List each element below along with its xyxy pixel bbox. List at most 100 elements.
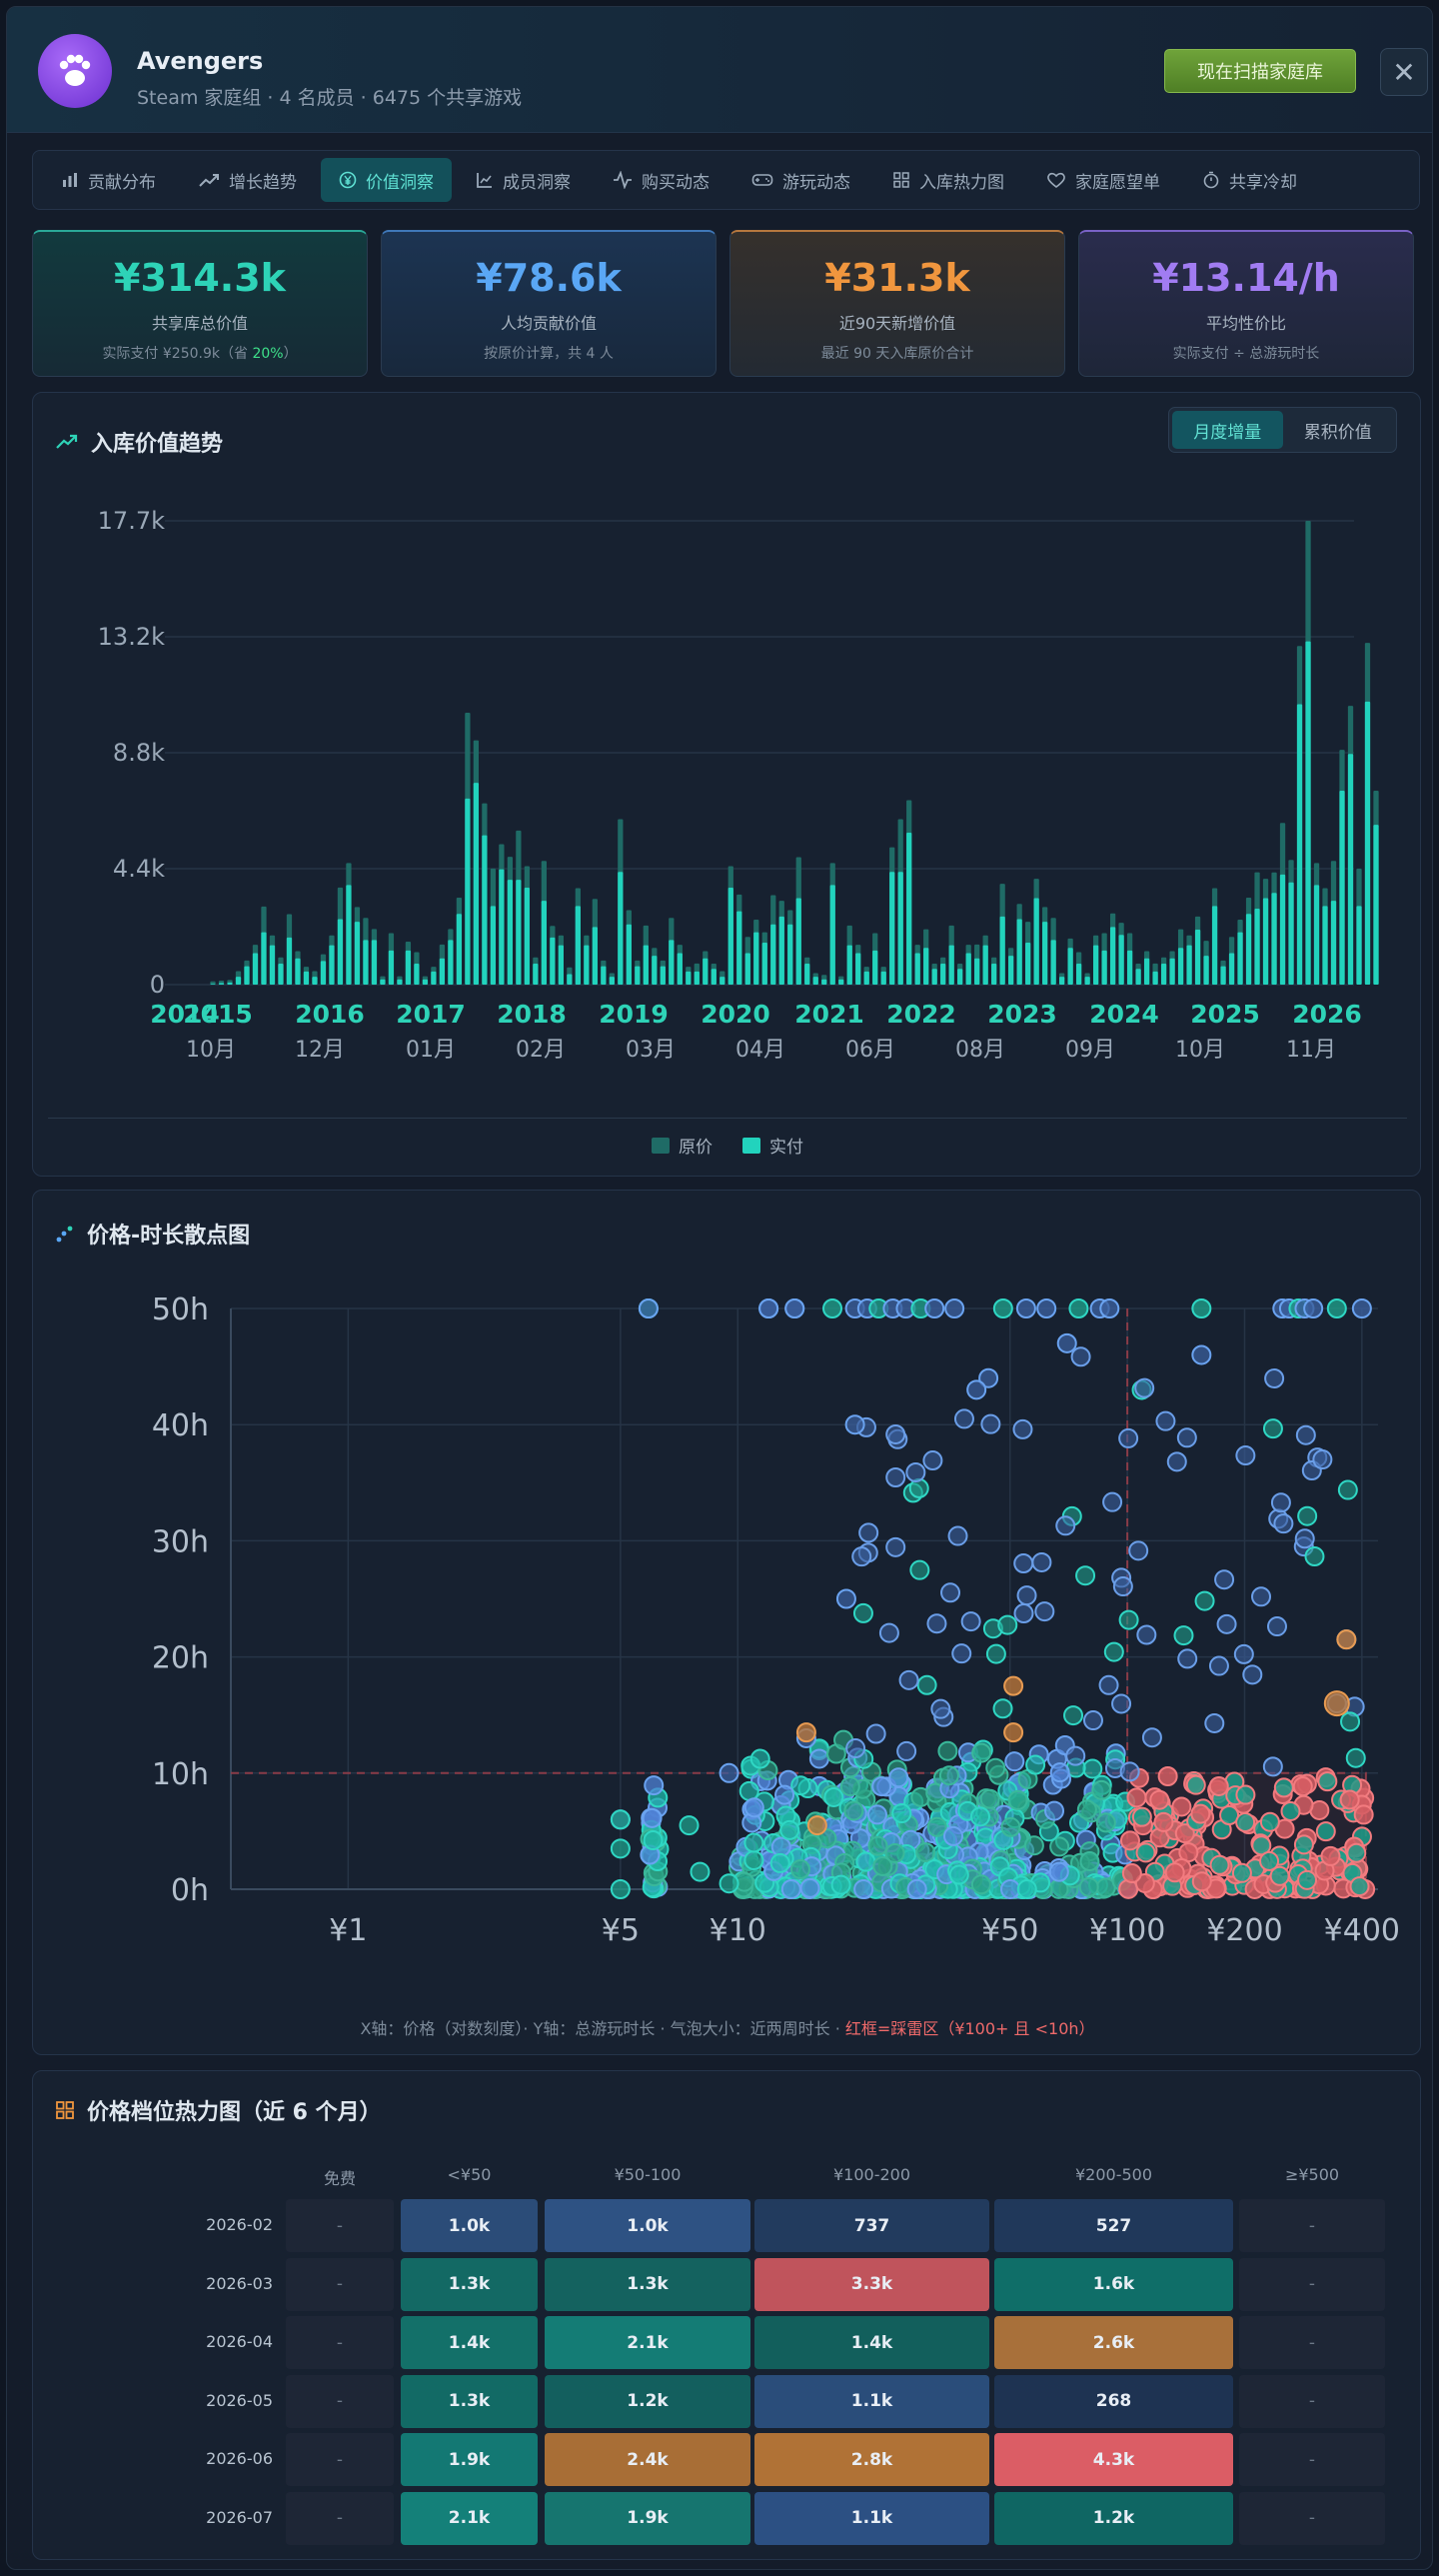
scatter-point [867,1835,888,1856]
heatmap-column-header: ¥50-100 [614,2165,682,2184]
scatter-point [985,1757,1006,1778]
x-year-label: 2016 [295,1000,365,1029]
bar-paid [371,940,378,985]
x-year-label: 2022 [886,1000,956,1029]
heatmap-cell[interactable]: - [286,2433,394,2486]
heatmap-cell[interactable]: 2.8k [754,2433,989,2486]
bar-paid [584,945,590,985]
heatmap-cell[interactable]: 2.1k [401,2491,538,2545]
heatmap-cell[interactable]: 1.3k [545,2257,750,2311]
heatmap-cell[interactable]: - [1239,2316,1385,2369]
heatmap-cell[interactable]: 2.1k [545,2316,750,2369]
scatter-point [638,1298,659,1318]
tab-share-cooldown[interactable]: 共享冷却 [1184,158,1315,202]
scatter-point [1208,1655,1229,1676]
scatter-point [823,1786,844,1807]
tab-heatmap[interactable]: 入库热力图 [874,158,1022,202]
scatter-point [610,1809,631,1830]
tab-wishlist[interactable]: 家庭愿望单 [1028,158,1178,202]
heatmap-row-label: 2026-03 [206,2273,273,2293]
heatmap-cell[interactable]: 1.3k [401,2257,538,2311]
tab-member-insight[interactable]: 成员洞察 [458,158,589,202]
heatmap-cell[interactable]: 1.0k [545,2199,750,2252]
bar-paid [567,974,573,985]
bar-paid [855,953,861,985]
heatmap-title: 价格档位热力图（近 6 个月） [55,2094,382,2126]
heatmap-cell[interactable]: - [1239,2374,1385,2428]
heatmap-cell[interactable]: - [1239,2491,1385,2545]
x-tick-label: ¥50 [981,1913,1038,1948]
scatter-point [743,1849,764,1870]
heatmap-cell[interactable]: 1.2k [994,2491,1233,2545]
scatter-point [937,1740,958,1761]
heatmap-cell[interactable]: 268 [994,2374,1233,2428]
heatmap-row-label: 2026-02 [206,2215,273,2234]
scatter-point [1191,1298,1212,1318]
legend-item-paid: 实付 [742,1133,803,1158]
heatmap-cell[interactable]: 1.2k [545,2374,750,2428]
tab-purchase-activity[interactable]: 购买动态 [595,158,727,202]
heatmap-cell[interactable]: 1.9k [545,2491,750,2545]
scatter-point [1231,1862,1252,1883]
bar-paid [1254,908,1260,985]
scatter-point [1251,1835,1272,1856]
heatmap-cell[interactable]: 1.9k [401,2433,538,2486]
bar-paid [414,964,420,985]
scatter-point [1214,1569,1235,1590]
heatmap-cell[interactable]: - [286,2491,394,2545]
x-year-label: 2019 [599,1000,669,1029]
bar-paid [558,945,564,985]
bar-paid [711,969,717,985]
scatter-point [1049,1836,1070,1857]
scatter-point [719,1762,739,1783]
scatter-point [1336,1629,1357,1650]
tab-contribution[interactable]: 贡献分布 [43,158,174,202]
heatmap-cell[interactable]: - [286,2199,394,2252]
scatter-point [1068,1298,1089,1318]
heatmap-cell[interactable]: - [1239,2433,1385,2486]
heatmap-cell[interactable]: 3.3k [754,2257,989,2311]
tab-play-activity[interactable]: 游玩动态 [733,158,868,202]
stat-card-total-value: ¥314.3k 共享库总价值 实际支付 ¥250.9k（省 20%） [32,230,368,377]
scatter-point [1004,1751,1025,1772]
bar-paid [652,956,658,985]
tab-value-insight[interactable]: 价值洞察 [321,158,452,202]
heatmap-cell[interactable]: - [286,2374,394,2428]
heatmap-cell[interactable]: - [1239,2199,1385,2252]
heatmap-cell[interactable]: - [286,2257,394,2311]
heatmap-cell[interactable]: - [1239,2257,1385,2311]
heatmap-cell[interactable]: 1.3k [401,2374,538,2428]
bar-paid [363,940,369,985]
toggle-cumulative[interactable]: 累积价值 [1303,422,1372,443]
scatter-point [644,1775,665,1796]
heatmap-cell[interactable]: 2.4k [545,2433,750,2486]
heatmap-cell[interactable]: 4.3k [994,2433,1233,2486]
heatmap-cell[interactable]: 1.4k [401,2316,538,2369]
stat-value: ¥314.3k [114,256,286,300]
heatmap-cell[interactable]: 1.4k [754,2316,989,2369]
tab-growth[interactable]: 增长趋势 [180,158,315,202]
heatmap-cell[interactable]: 737 [754,2199,989,2252]
toggle-monthly[interactable]: 月度增量 [1172,411,1283,449]
scatter-point [822,1298,843,1318]
scatter-point [1194,1590,1215,1611]
yen-circle-icon [339,171,357,189]
close-button[interactable]: ✕ [1380,48,1428,96]
heatmap-cell[interactable]: 2.6k [994,2316,1233,2369]
scatter-point [1055,1515,1076,1536]
bar-paid [1126,950,1133,985]
heatmap-cell[interactable]: 1.1k [754,2491,989,2545]
scatter-point [1034,1601,1055,1622]
group-subtitle: Steam 家庭组 · 4 名成员 · 6475 个共享游戏 [137,87,523,109]
scatter-point [845,1738,866,1759]
bar-paid [482,835,488,985]
heatmap-cell[interactable]: 1.0k [401,2199,538,2252]
trend-legend: 原价 实付 [33,1133,1422,1158]
heatmap-cell[interactable]: 1.1k [754,2374,989,2428]
heatmap-cell[interactable]: 527 [994,2199,1233,2252]
scatter-point [992,1698,1013,1719]
heatmap-cell[interactable]: - [286,2316,394,2369]
scan-library-button[interactable]: 现在扫描家庭库 [1164,49,1356,93]
heatmap-cell[interactable]: 1.6k [994,2257,1233,2311]
